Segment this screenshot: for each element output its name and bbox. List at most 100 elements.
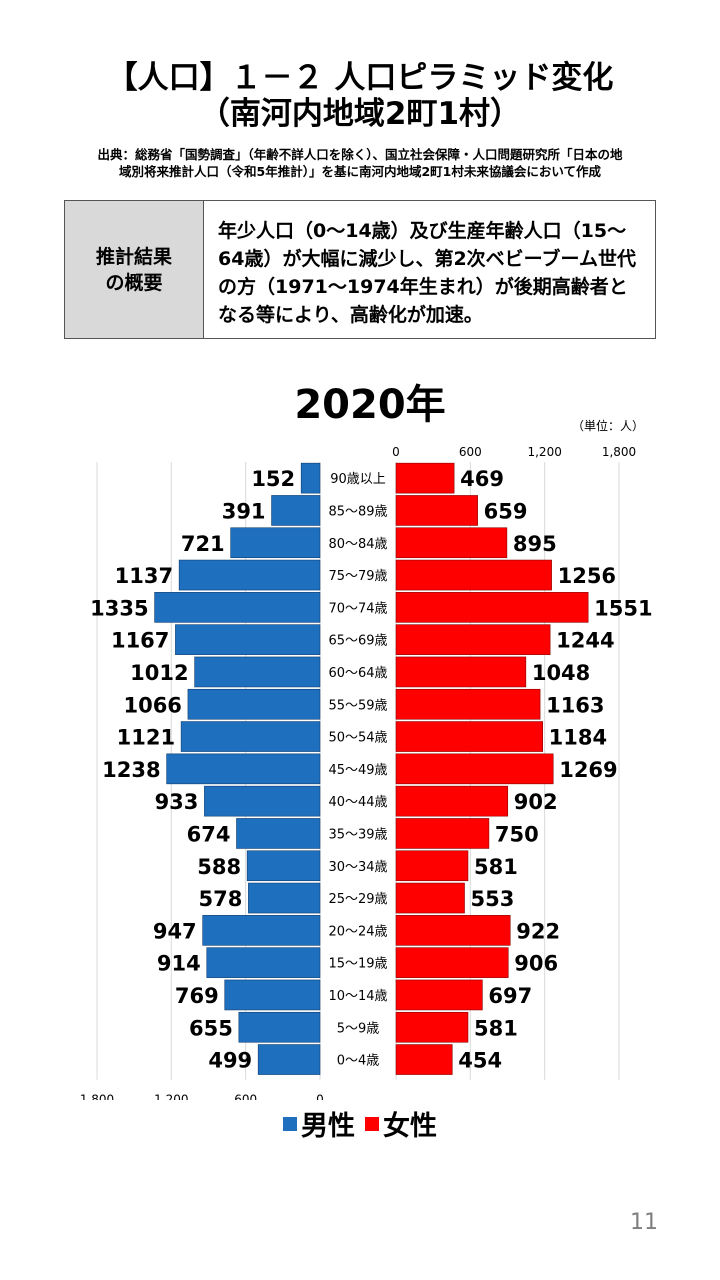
male-bar <box>154 592 321 623</box>
chart-title: 2020年 <box>294 382 446 428</box>
male-bar <box>166 753 321 785</box>
female-data-label: 750 <box>495 822 539 846</box>
female-data-label: 454 <box>458 1049 502 1073</box>
female-bar <box>395 947 509 978</box>
female-bar <box>395 1011 469 1043</box>
female-data-label: 659 <box>484 499 528 523</box>
population-pyramid-chart: 0 600 1,200 1,800 1,800 1,200 600 0 152 469 90歳以上 3… <box>80 445 653 1100</box>
age-group-label: 5～9歳 <box>337 1021 380 1036</box>
legend-swatch-female <box>365 1116 379 1131</box>
age-group-label: 10～14歳 <box>328 989 387 1004</box>
male-data-label: 1137 <box>115 564 173 588</box>
age-group-label: 35～39歳 <box>328 827 387 842</box>
female-bar <box>395 818 490 849</box>
female-bar <box>395 785 509 817</box>
female-bar <box>395 721 543 752</box>
female-bar <box>395 462 455 494</box>
male-data-label: 1012 <box>130 661 188 685</box>
male-axis-tick: 1,800 <box>80 1093 114 1100</box>
male-bar <box>206 947 321 978</box>
male-bar <box>246 850 321 882</box>
male-data-label: 721 <box>181 532 225 556</box>
source-note-line1: 出典：総務省「国勢調査」（年齢不詳人口を除く）、国立社会保障・人口問題研究所「日… <box>97 147 623 162</box>
female-data-label: 906 <box>514 952 558 976</box>
female-bar <box>395 882 465 914</box>
female-data-label: 1184 <box>549 726 607 750</box>
page-number: 11 <box>630 1210 658 1235</box>
female-data-label: 902 <box>514 790 558 814</box>
age-group-label: 70～74歳 <box>328 601 387 616</box>
male-data-label: 588 <box>197 855 241 879</box>
male-data-label: 1066 <box>123 693 181 717</box>
male-bar <box>300 462 321 494</box>
female-data-label: 469 <box>460 467 504 491</box>
male-data-label: 769 <box>175 984 219 1008</box>
age-group-label: 50～54歳 <box>328 731 387 746</box>
age-group-label: 85～89歳 <box>328 504 387 519</box>
age-group-label: 15～19歳 <box>328 957 387 972</box>
male-data-label: 1121 <box>117 726 175 750</box>
age-group-label: 30～34歳 <box>328 860 387 875</box>
female-data-label: 1256 <box>558 564 616 588</box>
female-bar <box>395 527 508 559</box>
age-group-label: 65～69歳 <box>328 634 387 649</box>
male-axis-tick: 0 <box>316 1093 324 1100</box>
male-bar <box>248 882 321 914</box>
male-bar <box>271 495 321 526</box>
summary-label: 推計結果 の概要 <box>65 201 204 338</box>
male-data-label: 578 <box>199 887 243 911</box>
female-bar <box>395 688 541 720</box>
legend-item-male: 男性 <box>283 1104 355 1143</box>
male-bar <box>236 818 321 849</box>
female-bar <box>395 915 511 946</box>
male-data-label: 391 <box>222 499 266 523</box>
male-bar <box>230 527 321 559</box>
female-data-label: 1163 <box>546 693 604 717</box>
female-bar <box>395 1044 453 1075</box>
legend-label-male: 男性 <box>301 1111 355 1142</box>
page-title: 【人口】１－２ 人口ピラミッド変化 <box>106 60 614 96</box>
female-axis-tick: 0 <box>392 445 400 459</box>
female-data-label: 553 <box>471 887 515 911</box>
female-data-label: 1269 <box>559 758 617 782</box>
chart-unit: （単位：人） <box>571 419 644 433</box>
female-data-label: 922 <box>516 919 560 943</box>
age-group-label: 60～64歳 <box>328 666 387 681</box>
male-data-label: 1335 <box>90 596 148 620</box>
age-group-label: 45～49歳 <box>328 763 387 778</box>
age-group-label: 0～4歳 <box>337 1054 380 1069</box>
female-bar <box>395 495 478 526</box>
legend-label-female: 女性 <box>383 1111 437 1142</box>
female-data-label: 697 <box>488 984 532 1008</box>
female-data-label: 1551 <box>594 596 652 620</box>
female-axis-tick: 600 <box>459 445 482 459</box>
female-data-label: 581 <box>474 855 518 879</box>
male-data-label: 674 <box>187 822 231 846</box>
age-group-label: 20～24歳 <box>328 924 387 939</box>
male-data-label: 499 <box>208 1049 252 1073</box>
female-data-label: 895 <box>513 532 557 556</box>
male-bar <box>175 624 321 655</box>
male-bar <box>178 559 321 591</box>
female-bar <box>395 592 589 623</box>
male-axis-tick: 600 <box>234 1093 257 1100</box>
female-bar <box>395 850 469 882</box>
chart-legend: 男性 女性 <box>0 1104 720 1143</box>
male-data-label: 914 <box>157 952 201 976</box>
female-data-label: 581 <box>474 1016 518 1040</box>
female-bar <box>395 979 483 1011</box>
male-data-label: 1167 <box>111 629 169 653</box>
male-bar <box>202 915 321 946</box>
female-data-label: 1048 <box>532 661 590 685</box>
female-bar <box>395 656 527 688</box>
age-group-label: 80～84歳 <box>328 537 387 552</box>
summary-box: 推計結果 の概要 年少人口（0～14歳）及び生産年齢人口（15～64歳）が大幅に… <box>64 200 656 339</box>
male-bar <box>204 785 321 817</box>
female-bar <box>395 753 554 785</box>
male-bar <box>180 721 321 752</box>
age-group-label: 90歳以上 <box>330 472 386 487</box>
source-note-line2: 域別将来推計人口（令和5年推計）」を基に南河内地域2町1村未来協議会において作成 <box>119 164 601 179</box>
male-data-label: 655 <box>189 1016 233 1040</box>
male-data-label: 152 <box>251 467 295 491</box>
male-data-label: 1238 <box>102 758 160 782</box>
